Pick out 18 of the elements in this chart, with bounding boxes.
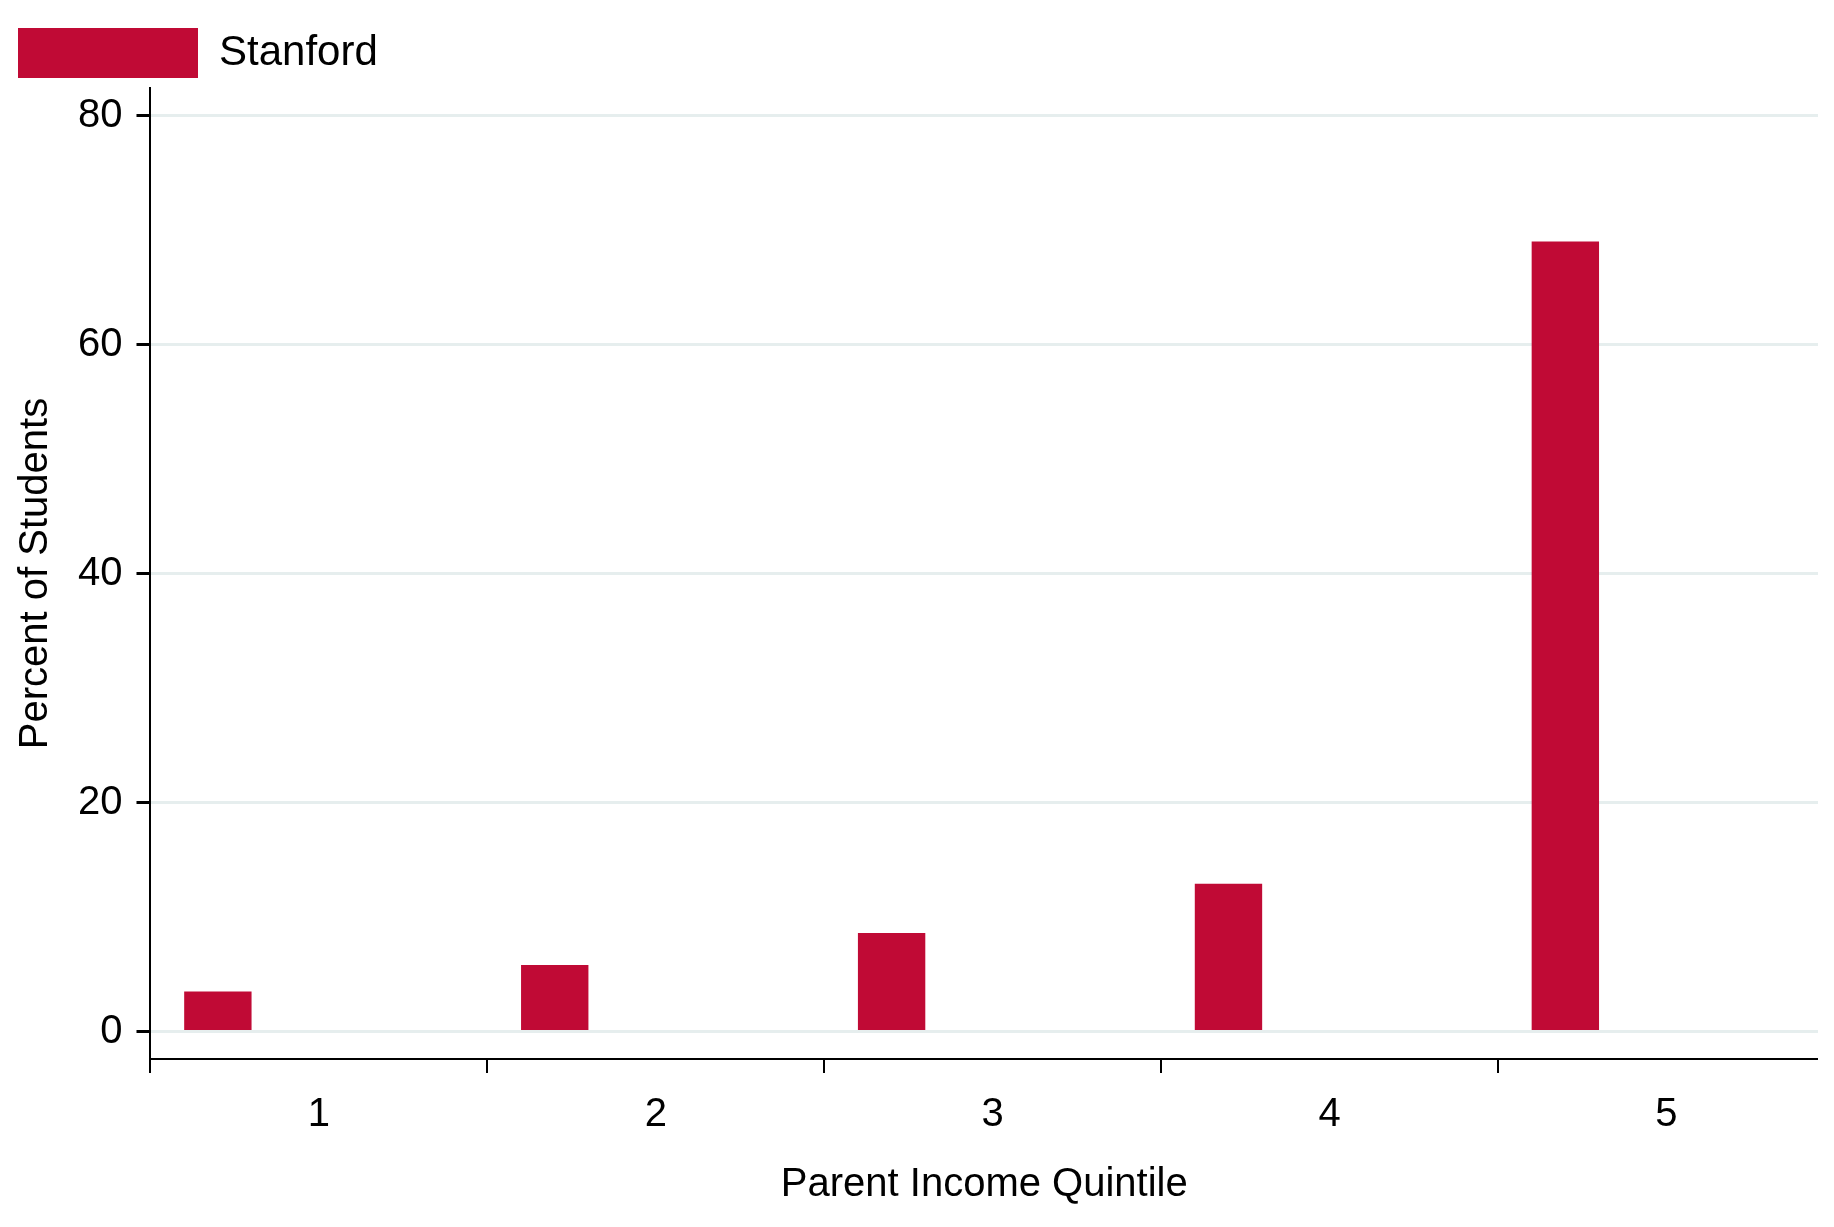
- y-tick-label: 40: [77, 548, 123, 593]
- y-tick-label: 80: [77, 90, 123, 135]
- bar: [857, 933, 926, 1031]
- x-tick-label: 2: [644, 1090, 667, 1135]
- y-tick-label: 0: [100, 1006, 123, 1051]
- bar: [521, 965, 589, 1031]
- bar: [184, 991, 252, 1031]
- x-tick-label: 4: [1318, 1090, 1341, 1135]
- bar: [1194, 883, 1263, 1031]
- bar: [1531, 241, 1600, 1031]
- x-tick-label: 5: [1655, 1090, 1678, 1135]
- y-tick-label: 20: [77, 777, 123, 822]
- y-axis-title: Percent of Students: [11, 397, 56, 750]
- y-tick-label: 60: [77, 319, 123, 364]
- legend-label: Stanford: [219, 26, 378, 74]
- x-tick-label: 1: [307, 1090, 331, 1135]
- x-tick-label: 3: [981, 1090, 1004, 1135]
- x-axis-title: Parent Income Quintile: [780, 1160, 1188, 1205]
